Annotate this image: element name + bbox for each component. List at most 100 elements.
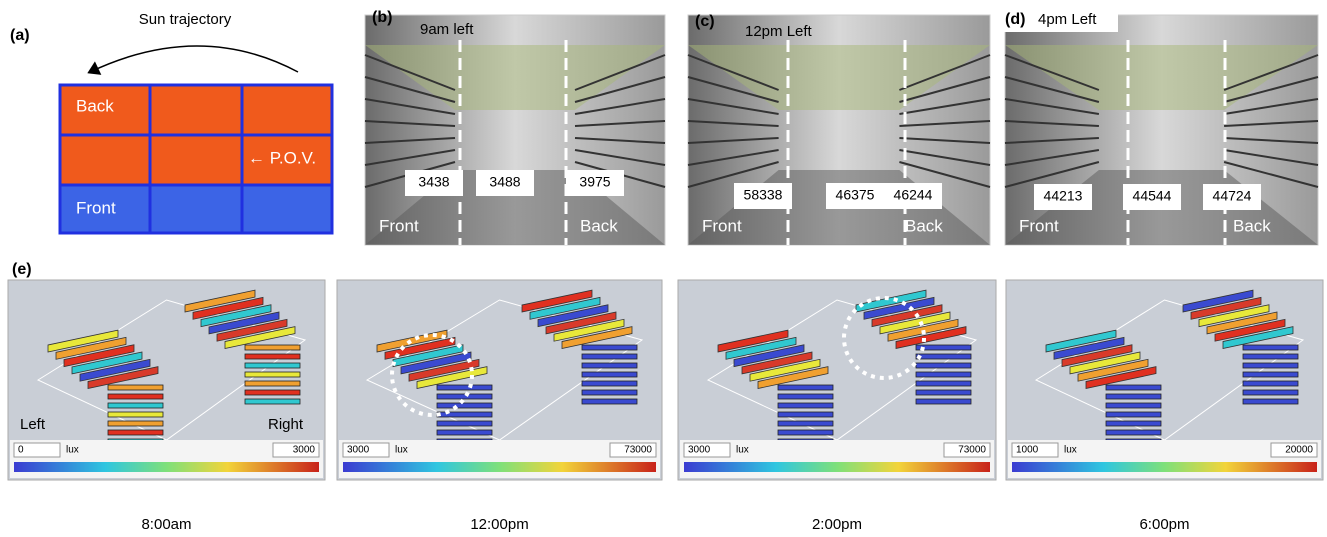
rack (245, 390, 300, 395)
max-value: 73000 (958, 445, 986, 456)
time-label: 8:00am (141, 516, 191, 533)
rack (778, 385, 833, 390)
reading: 44724 (1213, 188, 1252, 204)
rack (245, 399, 300, 404)
rack (108, 385, 163, 390)
sun-arc (90, 46, 298, 72)
colorbar (684, 462, 990, 472)
rack (245, 372, 300, 377)
panel-title: 9am left (420, 21, 474, 38)
rack (1106, 394, 1161, 399)
rack (582, 354, 637, 359)
panel-label: (c) (695, 13, 715, 30)
rack (916, 354, 971, 359)
panel-label: (a) (10, 27, 30, 44)
rack (1243, 390, 1298, 395)
rack (245, 381, 300, 386)
back-label: Back (905, 216, 943, 235)
panel-label: (e) (12, 261, 32, 278)
rack (1243, 345, 1298, 350)
back-label: Back (1233, 216, 1271, 235)
rack (1243, 354, 1298, 359)
reading: 46244 (894, 187, 933, 203)
reading: 3975 (579, 174, 610, 190)
rack (582, 390, 637, 395)
max-value: 20000 (1285, 445, 1313, 456)
unit: lux (736, 445, 749, 456)
rack (108, 403, 163, 408)
rack (582, 372, 637, 377)
rack (437, 385, 492, 390)
left-label: Left (20, 416, 46, 433)
rack (437, 430, 492, 435)
reading: 3438 (418, 174, 449, 190)
reading: 46375 (836, 187, 875, 203)
rack (437, 421, 492, 426)
panel-label: (b) (372, 9, 392, 26)
panel-label: (d) (1005, 11, 1025, 28)
panel-title: 12pm Left (745, 23, 813, 40)
panel-title: 4pm Left (1038, 11, 1097, 28)
rack (778, 430, 833, 435)
min-value: 3000 (347, 445, 370, 456)
rack (437, 403, 492, 408)
front-label: Front (379, 216, 419, 235)
back-label: Back (76, 96, 114, 115)
rack (108, 394, 163, 399)
rack (916, 399, 971, 404)
unit: lux (66, 445, 79, 456)
time-label: 6:00pm (1139, 516, 1189, 533)
time-label: 2:00pm (812, 516, 862, 533)
back-label: Back (580, 216, 618, 235)
time-label: 12:00pm (470, 516, 528, 533)
reading: 44544 (1133, 188, 1172, 204)
colorbar (1012, 462, 1317, 472)
front-label: Front (702, 216, 742, 235)
rack (108, 421, 163, 426)
min-value: 0 (18, 445, 24, 456)
rack (1106, 412, 1161, 417)
rack (916, 390, 971, 395)
rack (582, 399, 637, 404)
min-value: 1000 (1016, 445, 1039, 456)
rack (1106, 385, 1161, 390)
rack (1106, 421, 1161, 426)
rack (582, 363, 637, 368)
max-value: 73000 (624, 445, 652, 456)
rack (582, 345, 637, 350)
sun-title: Sun trajectory (139, 11, 232, 28)
min-value: 3000 (688, 445, 711, 456)
reading: 58338 (744, 187, 783, 203)
rack (108, 430, 163, 435)
reading: 44213 (1044, 188, 1083, 204)
right-label: Right (268, 416, 304, 433)
front-label: Front (76, 198, 116, 217)
front-label: Front (1019, 216, 1059, 235)
rack (1243, 372, 1298, 377)
reading: 3488 (489, 174, 520, 190)
rack (245, 345, 300, 350)
rack (916, 381, 971, 386)
colorbar (343, 462, 656, 472)
rack (1243, 363, 1298, 368)
max-value: 3000 (293, 445, 316, 456)
rack (1106, 430, 1161, 435)
rack (778, 403, 833, 408)
colorbar (14, 462, 319, 472)
page: {"panel_a": {"label": "(a)", "title": "S… (0, 0, 1327, 537)
rack (1106, 403, 1161, 408)
rack (1243, 381, 1298, 386)
rack (245, 354, 300, 359)
pov-label: ← P.O.V. (248, 148, 316, 167)
rack (245, 363, 300, 368)
rack (437, 412, 492, 417)
figure: (a) Sun trajectory Back ← P.O.V. Front (… (0, 0, 1327, 537)
rack (778, 421, 833, 426)
unit: lux (1064, 445, 1077, 456)
rack (778, 394, 833, 399)
rack (916, 363, 971, 368)
rack (108, 412, 163, 417)
rack (916, 372, 971, 377)
rack (1243, 399, 1298, 404)
rack (582, 381, 637, 386)
